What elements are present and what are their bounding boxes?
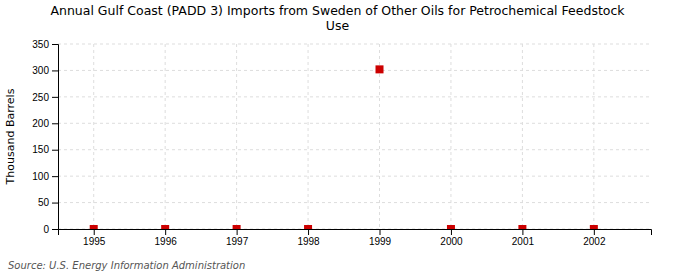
tick-label: 2001 xyxy=(512,236,535,247)
tick: 1996 xyxy=(155,229,178,247)
tick-mark xyxy=(52,97,58,98)
point xyxy=(590,225,598,229)
tick-mark xyxy=(52,70,58,71)
tick-mark xyxy=(52,176,58,177)
tick: 2002 xyxy=(583,229,606,247)
tick-label: 100 xyxy=(32,171,49,182)
tick-label: 1997 xyxy=(226,236,249,247)
title: Annual Gulf Coast (PADD 3) Imports from … xyxy=(50,3,625,33)
tick: 0 xyxy=(43,224,58,235)
chart: 1995 1996 1997 1998 1999 2000 2001 2002 0 50 100 15… xyxy=(0,0,675,275)
tick: 300 xyxy=(32,65,58,76)
y-axis-label: Thousand Barrels xyxy=(4,88,17,185)
tick-mark xyxy=(237,229,238,235)
tick-mark xyxy=(308,229,309,235)
tick-mark xyxy=(52,150,58,151)
tick-label: 1999 xyxy=(369,236,392,247)
tick-label: 1995 xyxy=(83,236,106,247)
tick-mark xyxy=(52,203,58,204)
point xyxy=(447,225,455,229)
tick: 250 xyxy=(32,92,58,103)
grid-line xyxy=(308,44,309,229)
grid-line xyxy=(58,44,651,45)
grid-line xyxy=(58,149,651,150)
grid xyxy=(58,44,651,229)
points xyxy=(90,65,598,229)
tick: 1995 xyxy=(83,229,106,247)
grid-line xyxy=(522,44,523,229)
tick-mark xyxy=(94,229,95,235)
tick-label: 0 xyxy=(43,224,49,235)
point xyxy=(518,225,526,229)
tick-label: 1996 xyxy=(155,236,178,247)
axis-line xyxy=(59,230,652,236)
grid-line xyxy=(58,96,651,97)
tick-label: 250 xyxy=(32,92,49,103)
tick-mark xyxy=(165,229,166,235)
point xyxy=(161,225,169,229)
tick-label: 2000 xyxy=(440,236,463,247)
tick: 150 xyxy=(32,144,58,155)
tick: 2000 xyxy=(440,229,463,247)
tick: 1998 xyxy=(297,229,320,247)
grid-line xyxy=(165,44,166,229)
point xyxy=(304,225,312,229)
grid-line xyxy=(58,202,651,203)
tick-label: 150 xyxy=(32,144,49,155)
grid-line xyxy=(58,123,651,124)
tick-mark xyxy=(52,44,58,45)
grid-line xyxy=(93,44,94,229)
grid-line xyxy=(58,70,651,71)
plot: 1995 1996 1997 1998 1999 2000 2001 2002 0 50 100 15… xyxy=(32,39,651,247)
tick-label: 350 xyxy=(32,39,49,50)
grid-line xyxy=(450,44,451,229)
grid-line xyxy=(58,176,651,177)
tick: 1999 xyxy=(369,229,392,247)
tick-mark xyxy=(594,229,595,235)
point xyxy=(376,65,384,73)
tick-mark xyxy=(52,229,58,230)
tick: 50 xyxy=(38,197,58,208)
tick: 350 xyxy=(32,39,58,50)
tick: 2001 xyxy=(512,229,535,247)
source-note: Source: U.S. Energy Information Administ… xyxy=(8,260,245,271)
tick-label: 50 xyxy=(38,197,50,208)
tick-mark xyxy=(380,229,381,235)
tick-label: 300 xyxy=(32,65,49,76)
axis-line xyxy=(52,45,59,230)
grid-line xyxy=(593,44,594,229)
point xyxy=(90,225,98,229)
tick: 1997 xyxy=(226,229,249,247)
tick: 200 xyxy=(32,118,58,129)
y-axis: 0 50 100 150 200 250 300 350 xyxy=(32,39,58,235)
tick-label: 2002 xyxy=(583,236,606,247)
tick-mark xyxy=(52,123,58,124)
tick-label: 1998 xyxy=(297,236,320,247)
tick-mark xyxy=(451,229,452,235)
point xyxy=(233,225,241,229)
x-axis: 1995 1996 1997 1998 1999 2000 2001 2002 xyxy=(59,229,652,247)
tick-label: 200 xyxy=(32,118,49,129)
tick-mark xyxy=(522,229,523,235)
tick: 100 xyxy=(32,171,58,182)
grid-line xyxy=(236,44,237,229)
